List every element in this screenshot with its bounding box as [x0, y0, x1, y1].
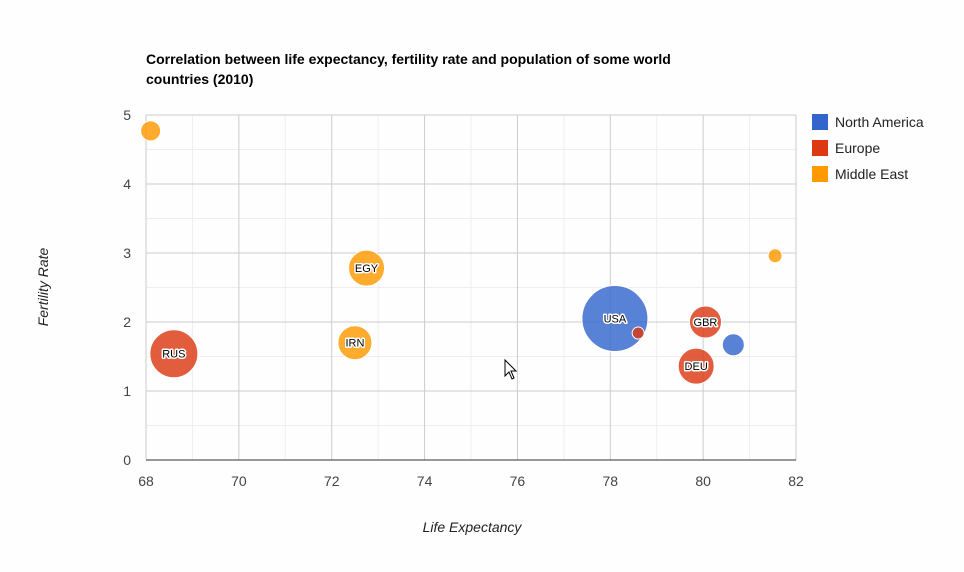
y-tick-label: 0: [123, 452, 131, 468]
legend-swatch: [812, 140, 828, 156]
bubble-label-gbr: GBR: [694, 317, 718, 329]
bubble-label-egy: EGY: [355, 263, 379, 275]
axes: 68 70 72 74 76 78 80 82 0 1 2 3 4 5: [123, 107, 804, 489]
bubble-irn[interactable]: [337, 325, 373, 361]
x-tick-label: 80: [695, 473, 711, 489]
grid: [145, 114, 797, 461]
legend-swatch: [812, 166, 828, 182]
bubble[interactable]: [767, 248, 783, 264]
bubble[interactable]: [140, 120, 162, 142]
bubble-labels: RUS EGY IRN USA GBR DEU: [161, 262, 719, 375]
x-tick-label: 68: [138, 473, 154, 489]
bubble-usa[interactable]: [581, 285, 649, 353]
mouse-cursor-icon: [504, 358, 518, 380]
chart-title: Correlation between life expectancy, fer…: [146, 51, 671, 87]
x-tick-label: 82: [788, 473, 804, 489]
bubble[interactable]: [631, 326, 645, 340]
bubble-egy[interactable]: [348, 249, 386, 287]
legend-item-middle-east[interactable]: Middle East: [812, 166, 908, 182]
y-tick-label: 4: [123, 176, 131, 192]
x-axis-title: Life Expectancy: [423, 519, 523, 535]
x-tick-label: 76: [510, 473, 526, 489]
x-tick-label: 70: [231, 473, 247, 489]
x-tick-label: 74: [417, 473, 433, 489]
x-tick-label: 78: [602, 473, 618, 489]
y-tick-label: 1: [123, 383, 131, 399]
chart-title-line-1: Correlation between life expectancy, fer…: [146, 51, 671, 67]
y-axis-title: Fertility Rate: [35, 248, 51, 327]
bubble-label-usa: USA: [604, 314, 627, 326]
legend-label: North America: [835, 114, 924, 130]
legend-swatch: [812, 114, 828, 130]
bubble-deu[interactable]: [677, 347, 715, 385]
bubble-gbr[interactable]: [688, 305, 722, 339]
chart-title-line-2: countries (2010): [146, 71, 253, 87]
legend-label: Europe: [835, 140, 880, 156]
legend-item-north-america[interactable]: North America: [812, 114, 924, 130]
bubble-label-irn: IRN: [345, 338, 364, 350]
bubbles: [140, 120, 783, 385]
bubble-label-rus: RUS: [162, 349, 185, 361]
x-tick-label: 72: [324, 473, 340, 489]
legend-label: Middle East: [835, 166, 908, 182]
y-tick-label: 2: [123, 314, 131, 330]
bubble[interactable]: [721, 333, 745, 357]
legend[interactable]: North America Europe Middle East: [812, 114, 924, 182]
bubble-label-deu: DEU: [685, 361, 708, 373]
y-tick-label: 5: [123, 107, 131, 123]
y-tick-label: 3: [123, 245, 131, 261]
bubble-rus[interactable]: [149, 329, 199, 379]
legend-item-europe[interactable]: Europe: [812, 140, 880, 156]
